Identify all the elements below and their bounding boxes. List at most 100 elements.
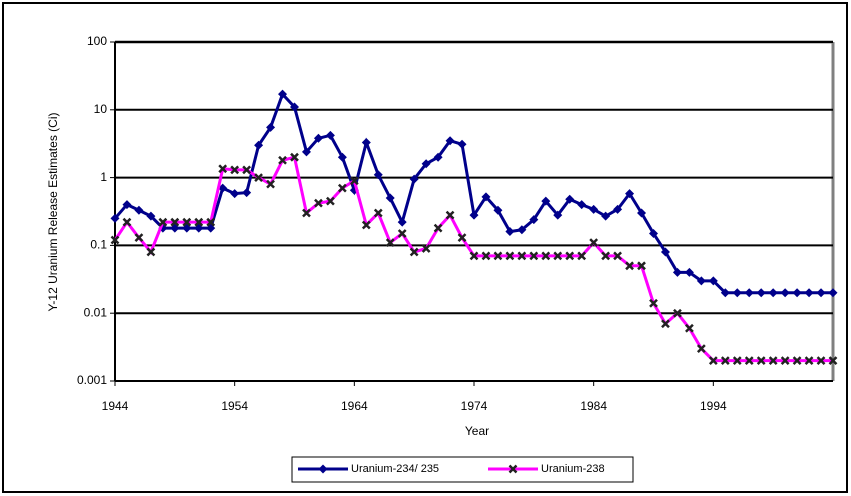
data-point [182, 217, 192, 227]
data-point [325, 130, 335, 140]
data-point [577, 200, 587, 210]
data-point [146, 247, 156, 257]
data-point [170, 217, 180, 227]
data-point [589, 204, 599, 214]
data-point [505, 251, 515, 261]
data-point [146, 211, 156, 221]
data-point [780, 288, 790, 298]
data-point [254, 173, 263, 182]
data-point [230, 165, 240, 175]
y-tick-label: 1 [100, 170, 107, 184]
data-point [361, 137, 371, 147]
data-point [409, 174, 419, 184]
data-point [816, 356, 826, 365]
data-point [828, 356, 838, 365]
data-point [469, 251, 479, 261]
data-point [541, 251, 551, 261]
data-point [637, 261, 646, 271]
data-point [254, 140, 264, 150]
data-point [433, 152, 443, 162]
data-point [337, 152, 347, 162]
data-point [493, 251, 503, 261]
data-point [242, 188, 252, 198]
y-tick-label: 0.01 [84, 305, 108, 319]
data-point [529, 215, 539, 225]
data-point [290, 152, 299, 162]
x-tick-label: 1944 [102, 399, 129, 413]
legend-marker [318, 464, 328, 474]
data-point [122, 217, 132, 227]
legend-box [291, 456, 634, 483]
data-point [242, 165, 252, 175]
data-point [290, 102, 299, 112]
data-point [110, 213, 120, 223]
data-point [445, 136, 455, 146]
data-point [720, 356, 730, 365]
data-point [397, 217, 407, 227]
data-point [457, 139, 467, 149]
data-point [385, 193, 395, 203]
data-point [529, 251, 539, 261]
data-point [780, 356, 790, 365]
data-point [744, 356, 754, 365]
data-point [122, 200, 132, 210]
data-point [326, 196, 335, 206]
data-point [660, 247, 670, 257]
data-point [649, 298, 658, 308]
data-point [804, 288, 814, 298]
data-point [493, 205, 503, 215]
data-point [756, 356, 766, 365]
data-point [756, 288, 766, 298]
data-point [565, 194, 575, 204]
x-tick-label: 1994 [700, 399, 727, 413]
data-point [445, 210, 455, 220]
data-point [732, 288, 742, 298]
y-tick-label: 0.001 [77, 373, 107, 387]
legend-label: Uranium-234/ 235 [351, 463, 439, 475]
data-point [792, 356, 802, 365]
data-point [649, 228, 658, 238]
data-point [577, 251, 587, 261]
x-axis-title: Year [465, 424, 489, 438]
data-point [218, 164, 228, 174]
data-point [385, 238, 395, 247]
data-point [672, 267, 682, 277]
data-point [349, 176, 359, 186]
data-point [134, 205, 144, 215]
data-point [553, 210, 563, 220]
data-point [696, 276, 706, 286]
data-point [517, 251, 527, 261]
data-point [696, 344, 706, 354]
data-point [373, 208, 383, 218]
data-point [637, 208, 647, 218]
data-point [661, 319, 670, 329]
data-point [613, 204, 623, 214]
y-tick-label: 10 [94, 102, 108, 116]
data-point [708, 276, 718, 286]
data-point [337, 183, 347, 193]
x-tick-label: 1974 [461, 399, 488, 413]
data-point [409, 247, 419, 257]
data-point [553, 251, 563, 261]
data-point [828, 288, 838, 298]
data-point [744, 288, 754, 298]
x-tick-label: 1984 [580, 399, 607, 413]
data-point [601, 211, 611, 221]
data-point [768, 356, 778, 365]
data-point [457, 233, 467, 243]
data-point [278, 155, 287, 165]
y-axis-title: Y-12 Uranium Release Estimates (Ci) [46, 113, 60, 312]
data-point [373, 170, 383, 180]
data-point [589, 238, 599, 247]
data-point [792, 288, 802, 298]
data-point [613, 251, 622, 261]
data-point [517, 225, 527, 235]
data-point [481, 251, 491, 261]
data-point [302, 208, 311, 218]
data-point [278, 89, 288, 99]
data-point [313, 133, 323, 143]
data-point [565, 251, 575, 261]
data-point [625, 189, 635, 199]
x-tick-label: 1954 [221, 399, 248, 413]
legend-marker [508, 464, 518, 474]
